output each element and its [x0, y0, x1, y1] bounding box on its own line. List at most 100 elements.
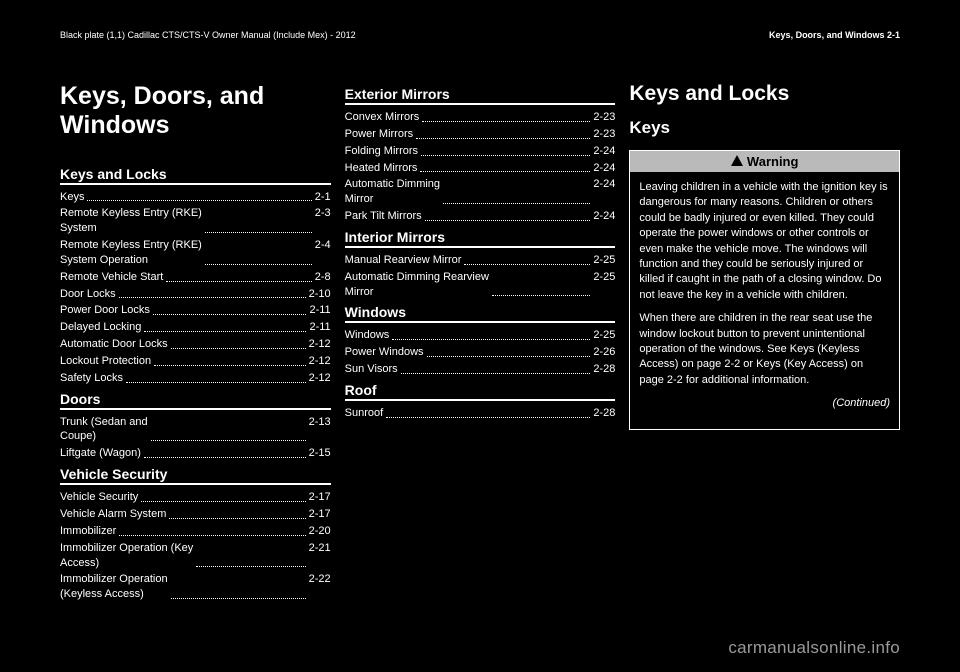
toc-item[interactable]: Automatic Dimming RearviewMirror2-25	[345, 270, 616, 300]
header-right-text: Keys, Doors, and Windows 2-1	[769, 30, 900, 40]
toc-label: Liftgate (Wagon)	[60, 446, 141, 461]
toc-item[interactable]: Door Locks 2-10	[60, 287, 331, 302]
toc-item[interactable]: Vehicle Alarm System2-17	[60, 507, 331, 522]
leader-dots	[427, 345, 591, 357]
toc-item[interactable]: Immobilizer Operation(Keyless Access) 2-2…	[60, 572, 331, 602]
toc-item[interactable]: Folding Mirrors2-24	[345, 144, 616, 159]
toc-page: 2-23	[593, 127, 615, 142]
toc-item[interactable]: Delayed Locking2-11	[60, 320, 331, 335]
toc-item[interactable]: Lockout Protection 2-12	[60, 354, 331, 369]
toc-label: Door Locks	[60, 287, 116, 302]
warning-header: Warning	[630, 151, 899, 172]
section-heading: Roof	[345, 382, 616, 401]
leader-dots	[171, 337, 306, 349]
leader-dots	[119, 287, 306, 299]
toc-label: Trunk (Sedan andCoupe)	[60, 415, 148, 445]
toc-page: 2-17	[309, 507, 331, 522]
toc-page: 2-4	[315, 238, 331, 268]
toc-page: 2-10	[309, 287, 331, 302]
toc-page: 2-8	[315, 270, 331, 285]
toc-label: Windows	[345, 328, 390, 343]
leader-dots	[205, 206, 312, 233]
leader-dots	[421, 144, 590, 156]
warning-paragraph: Leaving children in a vehicle with the i…	[639, 180, 890, 303]
warning-triangle-icon	[731, 155, 743, 166]
section-heading: Doors	[60, 391, 331, 410]
leader-dots	[169, 507, 305, 519]
toc-item[interactable]: Manual Rearview Mirror2-25	[345, 253, 616, 268]
toc-item[interactable]: Power Mirrors2-23	[345, 127, 616, 142]
watermark: carmanualsonline.info	[728, 638, 900, 658]
toc-label: Immobilizer Operation(Keyless Access)	[60, 572, 168, 602]
toc-item[interactable]: Park Tilt Mirrors2-24	[345, 209, 616, 224]
toc-label: Sunroof	[345, 406, 384, 421]
toc-page: 2-17	[309, 490, 331, 505]
section-title: Keys and Locks	[629, 82, 900, 106]
warning-box: Warning Leaving children in a vehicle wi…	[629, 150, 900, 430]
leader-dots	[154, 354, 306, 366]
section-heading: Exterior Mirrors	[345, 86, 616, 105]
toc-item[interactable]: Remote Vehicle Start2-8	[60, 270, 331, 285]
section-heading: Windows	[345, 304, 616, 323]
toc-page: 2-21	[309, 541, 331, 571]
toc-item[interactable]: Remote Keyless Entry (RKE)System Operati…	[60, 238, 331, 268]
toc-item[interactable]: Vehicle Security 2-17	[60, 490, 331, 505]
leader-dots	[422, 110, 590, 122]
toc-label: Heated Mirrors	[345, 161, 418, 176]
toc-label: Immobilizer	[60, 524, 116, 539]
leader-dots	[392, 328, 590, 340]
leader-dots	[171, 572, 306, 599]
toc-item[interactable]: Keys2-1	[60, 190, 331, 205]
toc-item[interactable]: Trunk (Sedan andCoupe) 2-13	[60, 415, 331, 445]
column-2: Exterior Mirrors Convex Mirrors2-23 Powe…	[345, 82, 616, 603]
toc-page: 2-22	[309, 572, 331, 602]
leader-dots	[126, 371, 306, 383]
toc-item[interactable]: Safety Locks 2-12	[60, 371, 331, 386]
chapter-title: Keys, Doors, and Windows	[60, 82, 331, 140]
toc-item[interactable]: Power Door Locks 2-11	[60, 303, 331, 318]
toc-item[interactable]: Power Windows2-26	[345, 345, 616, 360]
toc-page: 2-3	[315, 206, 331, 236]
warning-body: Leaving children in a vehicle with the i…	[630, 172, 899, 429]
toc-label: Power Door Locks	[60, 303, 150, 318]
toc-label: Vehicle Security	[60, 490, 138, 505]
toc-item[interactable]: Convex Mirrors2-23	[345, 110, 616, 125]
toc-item[interactable]: Sunroof 2-28	[345, 406, 616, 421]
toc-page: 2-25	[593, 253, 615, 268]
toc-item[interactable]: Heated Mirrors 2-24	[345, 161, 616, 176]
toc-label: Remote Keyless Entry (RKE)System Operati…	[60, 238, 202, 268]
toc-item[interactable]: Automatic Door Locks2-12	[60, 337, 331, 352]
toc-item[interactable]: Immobilizer 2-20	[60, 524, 331, 539]
toc-page: 2-24	[593, 209, 615, 224]
toc-item[interactable]: Liftgate (Wagon)2-15	[60, 446, 331, 461]
toc-label: Sun Visors	[345, 362, 398, 377]
column-1: Keys, Doors, and Windows Keys and Locks …	[60, 82, 331, 603]
leader-dots	[119, 524, 305, 536]
toc-label: Remote Keyless Entry (RKE)System	[60, 206, 202, 236]
toc-page: 2-26	[593, 345, 615, 360]
toc-page: 2-12	[309, 371, 331, 386]
section-heading: Keys and Locks	[60, 166, 331, 185]
toc-label: Safety Locks	[60, 371, 123, 386]
toc-label: Lockout Protection	[60, 354, 151, 369]
leader-dots	[144, 320, 306, 332]
toc-label: Folding Mirrors	[345, 144, 418, 159]
toc-item[interactable]: Automatic DimmingMirror2-24	[345, 177, 616, 207]
toc-page: 2-11	[309, 303, 330, 318]
toc-page: 2-13	[309, 415, 331, 445]
toc-item[interactable]: Remote Keyless Entry (RKE)System 2-3	[60, 206, 331, 236]
toc-label: Convex Mirrors	[345, 110, 420, 125]
leader-dots	[401, 362, 591, 374]
warning-continued: (Continued)	[639, 396, 890, 411]
toc-page: 2-24	[593, 161, 615, 176]
toc-item[interactable]: Windows2-25	[345, 328, 616, 343]
toc-page: 2-20	[309, 524, 331, 539]
warning-paragraph: When there are children in the rear seat…	[639, 311, 890, 388]
leader-dots	[153, 303, 307, 315]
toc-page: 2-12	[309, 354, 331, 369]
toc-item[interactable]: Immobilizer Operation (KeyAccess)2-21	[60, 541, 331, 571]
header-left-text: Black plate (1,1) Cadillac CTS/CTS-V Own…	[60, 30, 356, 40]
toc-item[interactable]: Sun Visors2-28	[345, 362, 616, 377]
leader-dots	[420, 161, 590, 173]
toc-page: 2-28	[593, 406, 615, 421]
